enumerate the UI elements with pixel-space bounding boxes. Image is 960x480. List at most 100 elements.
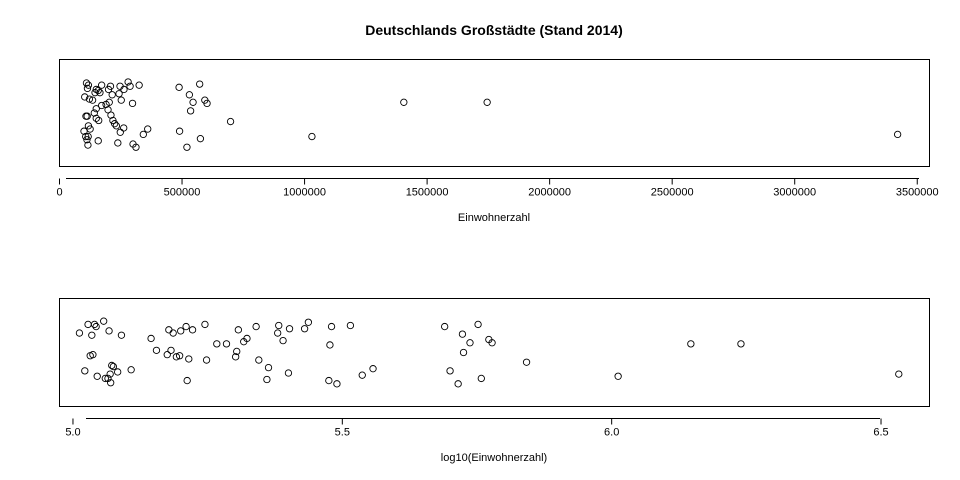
x-tick-label: 1000000 (283, 187, 326, 199)
plot-frame (59, 59, 930, 167)
x-tick-label: 6.0 (604, 427, 619, 439)
data-point (189, 98, 197, 106)
data-point (83, 112, 91, 120)
data-point (88, 331, 96, 339)
data-point (128, 99, 137, 108)
data-point (167, 346, 175, 354)
data-point (172, 353, 181, 361)
data-point (144, 125, 152, 133)
x-axis-ticks: 5.0 5.5 6.0 6.5 (65, 418, 889, 439)
data-point (274, 329, 282, 337)
data-point (92, 114, 100, 123)
data-point (98, 101, 106, 110)
data-point (327, 322, 336, 331)
chart-title: Deutschlands Großstädte (Stand 2014) (365, 22, 623, 38)
data-point (106, 82, 115, 90)
data-point (275, 321, 283, 330)
data-point (333, 380, 341, 388)
data-point (196, 135, 205, 143)
x-axis-label: log10(Einwohnerzahl) (441, 452, 547, 464)
panel-population: 0 500000 1000000 1500000 2000000 2500000 30000… (56, 59, 939, 224)
data-point (96, 89, 104, 97)
data-point (115, 90, 123, 98)
x-tick-label: 2500000 (651, 187, 694, 199)
data-point (177, 327, 185, 335)
data-point (107, 379, 115, 387)
data-point (105, 98, 113, 106)
data-point (284, 369, 293, 377)
data-point (182, 322, 190, 331)
data-point (175, 127, 184, 135)
data-point (92, 322, 100, 331)
data-point (202, 356, 211, 364)
data-point (895, 370, 903, 378)
data-point (120, 85, 128, 94)
data-point (226, 117, 235, 126)
data-point (458, 330, 467, 338)
data-point (232, 353, 240, 361)
data-point (300, 325, 309, 333)
data-point (139, 130, 147, 139)
data-point (234, 326, 242, 334)
data-point (477, 374, 485, 383)
data-point (183, 143, 191, 151)
data-point (105, 327, 113, 335)
data-point (279, 336, 287, 345)
data-point (459, 348, 468, 357)
x-tick-label: 6.5 (873, 427, 888, 439)
data-point (263, 375, 271, 384)
x-tick-label: 2000000 (528, 187, 571, 199)
data-point (106, 370, 114, 378)
data-point (466, 339, 474, 347)
data-point (255, 356, 263, 364)
data-point (346, 321, 355, 330)
data-point (83, 84, 92, 93)
data-point (75, 329, 84, 337)
data-point (88, 96, 97, 104)
data-point (90, 109, 98, 117)
data-point (95, 116, 103, 125)
data-point (400, 98, 408, 106)
data-point (737, 340, 745, 348)
data-point (127, 366, 135, 374)
data-point (163, 351, 171, 359)
data-point (201, 320, 209, 329)
data-point (183, 376, 191, 385)
data-point (454, 380, 462, 388)
x-tick-label: 3000000 (773, 187, 816, 199)
data-point (441, 322, 449, 331)
data-point (107, 111, 115, 119)
data-point (147, 334, 155, 343)
data-point (135, 81, 143, 89)
x-tick-label: 1500000 (406, 187, 449, 199)
data-point (108, 361, 116, 370)
data-point (152, 346, 161, 354)
data-point (117, 96, 125, 104)
x-tick-label: 3500000 (896, 187, 939, 199)
data-point (483, 98, 491, 106)
data-point (308, 132, 316, 141)
data-point (89, 351, 97, 359)
data-point (175, 83, 183, 91)
data-point (325, 376, 333, 385)
data-point (86, 125, 94, 133)
data-point (94, 137, 102, 145)
data-point (94, 86, 102, 95)
data-points (75, 317, 903, 388)
data-point (264, 363, 273, 372)
data-point (252, 322, 260, 331)
x-axis-ticks: 0 500000 1000000 1500000 2000000 2500000 30000… (56, 178, 939, 199)
data-point (474, 320, 482, 329)
data-point (116, 128, 124, 136)
data-point (213, 340, 221, 348)
data-point (93, 372, 101, 380)
data-point (81, 93, 89, 101)
plot-frame (59, 298, 930, 407)
data-point (90, 320, 99, 329)
data-point (369, 365, 377, 373)
data-point (84, 81, 93, 89)
data-point (82, 132, 90, 141)
data-point (169, 329, 177, 337)
x-tick-label: 500000 (164, 187, 201, 199)
data-point (285, 325, 294, 333)
